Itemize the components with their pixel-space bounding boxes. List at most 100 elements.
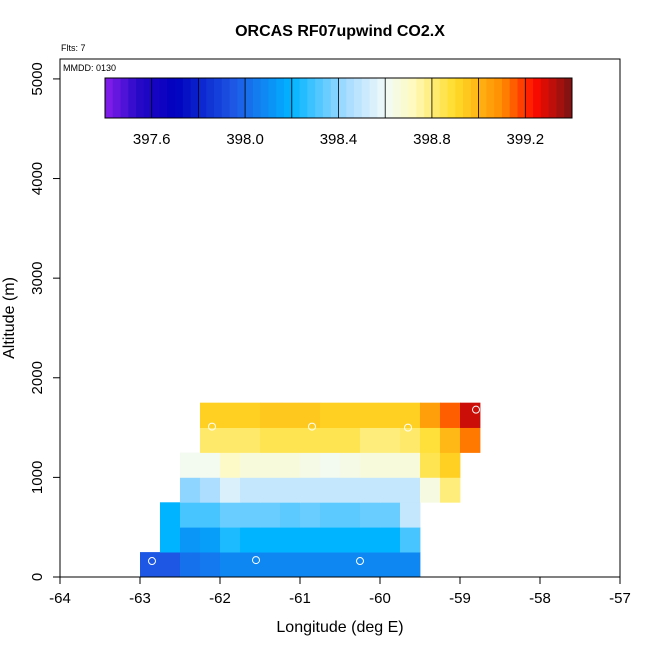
- heatmap-cell: [180, 502, 201, 528]
- sample-point: [404, 423, 412, 432]
- colorbar-segment: [307, 78, 316, 118]
- heatmap-cell: [280, 427, 301, 453]
- colorbar-frame: [104, 77, 573, 119]
- sample-point: [148, 557, 156, 566]
- colorbar-segment: [494, 78, 503, 118]
- heatmap-cell: [340, 477, 361, 503]
- heatmap-cell: [420, 477, 441, 503]
- heatmap-cell: [260, 477, 281, 503]
- x-tick-label: -62: [209, 590, 231, 607]
- colorbar-segment: [190, 78, 199, 118]
- heatmap-cell: [280, 552, 301, 578]
- heatmap-cell: [260, 527, 281, 553]
- colorbar-segment: [136, 78, 145, 118]
- colorbar-segment: [408, 78, 417, 118]
- heatmap-cell: [460, 402, 481, 428]
- heatmap-cell: [320, 552, 341, 578]
- colorbar-segment: [229, 78, 238, 118]
- heatmap-cell: [320, 427, 341, 453]
- colorbar-segment: [252, 78, 262, 118]
- colorbar-segment: [338, 78, 347, 118]
- colorbar-segment: [167, 78, 176, 118]
- colorbar-segment: [486, 78, 495, 118]
- colorbar-segment: [284, 78, 293, 118]
- x-tick-label: -60: [369, 590, 391, 607]
- x-tick-label: -63: [129, 590, 151, 607]
- heatmap-cell: [220, 452, 241, 478]
- heatmap-cell: [220, 427, 241, 453]
- heatmap-cell: [460, 427, 481, 453]
- x-tick-label: -57: [609, 590, 631, 607]
- heatmap-cell: [400, 402, 421, 428]
- heatmap-cell: [280, 527, 301, 553]
- sample-point: [308, 422, 316, 431]
- y-tick-label: 4000: [29, 162, 46, 195]
- chart-title: ORCAS RF07upwind CO2.X: [235, 23, 445, 40]
- colorbar-segment: [354, 78, 363, 118]
- sample-point: [252, 556, 260, 565]
- colorbar-segment: [509, 78, 519, 118]
- colorbar-segment: [455, 78, 464, 118]
- colorbar-segment: [182, 78, 192, 118]
- heatmap-cell: [380, 452, 401, 478]
- heatmap-cell: [400, 477, 421, 503]
- y-tick-label: 3000: [29, 261, 46, 294]
- heatmap-cell: [200, 402, 221, 428]
- heatmap-cell: [240, 527, 261, 553]
- heatmap-cell: [360, 452, 381, 478]
- heatmap-cell: [360, 402, 381, 428]
- heatmap-cell: [240, 477, 261, 503]
- heatmap-cell: [200, 527, 221, 553]
- heatmap-cell: [160, 527, 181, 553]
- heatmap-cell: [340, 502, 361, 528]
- colorbar-segment: [221, 78, 231, 118]
- heatmap-cell: [300, 552, 321, 578]
- colorbar-segment: [439, 78, 448, 118]
- colorbar-tick-label: 399.2: [507, 131, 545, 148]
- colorbar-segment: [299, 78, 308, 118]
- x-tick-label: -61: [289, 590, 311, 607]
- heatmap-cell: [380, 527, 401, 553]
- heatmap-cell: [340, 452, 361, 478]
- colorbar-segment: [175, 78, 184, 118]
- y-axis-label: Altitude (m): [1, 277, 18, 359]
- plot-frame: [59, 58, 621, 578]
- colorbar-segment: [315, 78, 324, 118]
- heatmap-cell: [400, 552, 421, 578]
- x-axis: -64 -63 -62 -61 -60 -59 -58 -57: [49, 577, 631, 607]
- heatmap-cells: [140, 402, 481, 578]
- heatmap-cell: [360, 477, 381, 503]
- heatmap-cell: [200, 477, 221, 503]
- heatmap-cell: [220, 402, 241, 428]
- colorbar-segment: [447, 78, 456, 118]
- heatmap-cell: [240, 427, 261, 453]
- heatmap-cell: [340, 427, 361, 453]
- heatmap-cell: [420, 402, 441, 428]
- heatmap-cell: [280, 477, 301, 503]
- colorbar-segment: [533, 78, 542, 118]
- colorbar-tick-label: 398.8: [413, 131, 451, 148]
- heatmap-cell: [220, 502, 241, 528]
- x-tick-label: -64: [49, 590, 71, 607]
- sample-points: [148, 405, 480, 567]
- colorbar-segment: [143, 78, 153, 118]
- heatmap-cell: [240, 502, 261, 528]
- heatmap-cell: [180, 477, 201, 503]
- heatmap-cell: [400, 452, 421, 478]
- colorbar-tick-label: 398.4: [320, 131, 358, 148]
- sample-point: [356, 557, 364, 566]
- colorbar-tick-label: 397.6: [133, 131, 171, 148]
- heatmap-cell: [300, 527, 321, 553]
- heatmap-cell: [440, 427, 461, 453]
- colorbar-segment: [548, 78, 557, 118]
- colorbar-segment: [120, 78, 129, 118]
- colorbar-segment: [159, 78, 168, 118]
- flights-label: Flts: 7: [61, 43, 86, 53]
- colorbar-segment: [105, 78, 114, 118]
- heatmap-cell: [220, 527, 241, 553]
- heatmap-cell: [160, 502, 181, 528]
- heatmap-cell: [200, 427, 221, 453]
- heatmap-cell: [200, 552, 221, 578]
- colorbar-segment: [346, 78, 355, 118]
- heatmap-cell: [160, 552, 181, 578]
